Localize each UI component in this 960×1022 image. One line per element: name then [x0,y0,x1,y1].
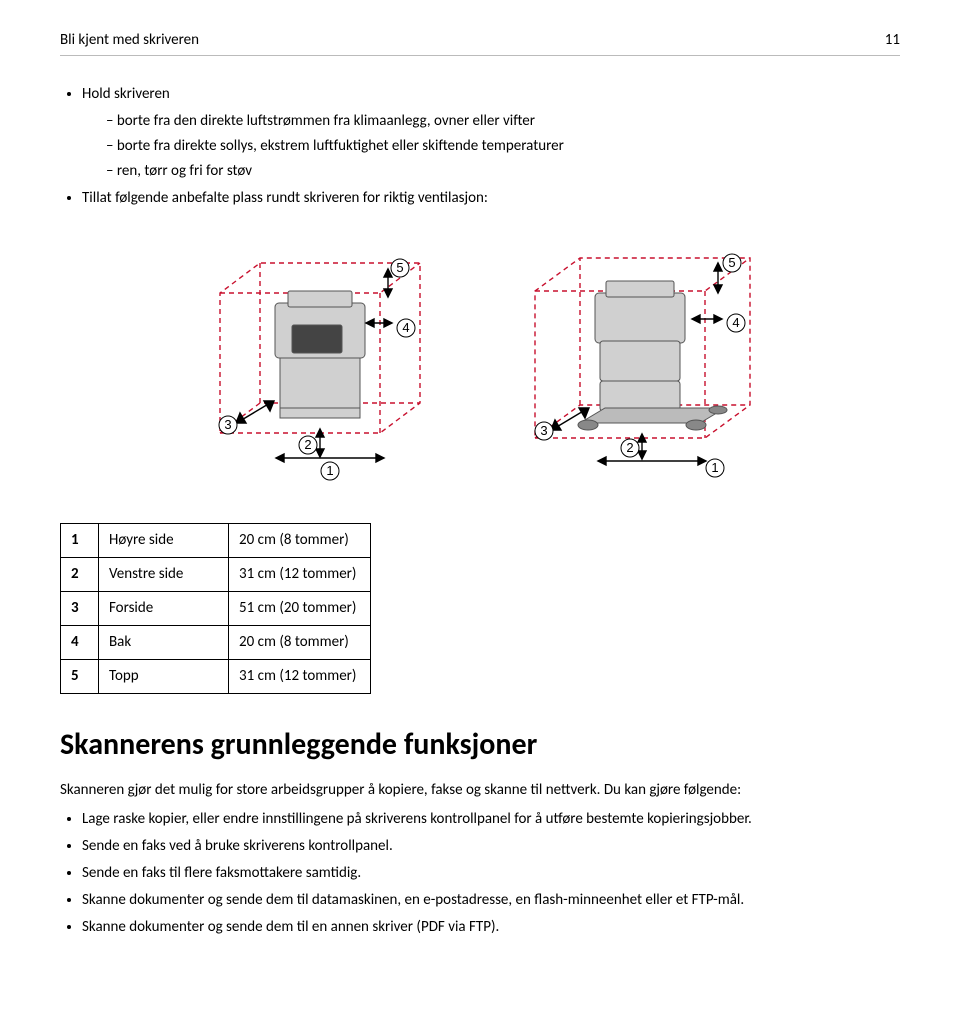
diagram-label-2b: 2 [626,440,633,455]
table-row: 5 Topp 31 cm (12 tommer) [61,660,371,694]
cell-val: 20 cm (8 tommer) [229,626,371,660]
diagram-label-2: 2 [304,437,311,452]
section-bullet: Sende en faks til flere faksmottakere sa… [82,863,900,884]
diagram-label-4b: 4 [732,315,739,330]
section-heading: Skannerens grunnleggende funksjoner [60,724,900,766]
table-row: 1 Høyre side 20 cm (8 tommer) [61,524,371,558]
cell-n: 4 [61,626,99,660]
table-row: 3 Forside 51 cm (20 tommer) [61,592,371,626]
intro-bullet-1: Hold skriveren borte fra den direkte luf… [82,84,900,182]
section-bullet: Lage raske kopier, eller endre innstilli… [82,809,900,830]
diagram-label-1b: 1 [711,460,718,475]
diagram-label-3b: 3 [540,423,547,438]
cell-side: Venstre side [99,558,229,592]
intro-dash-list: borte fra den direkte luftstrømmen fra k… [106,111,900,182]
table-row: 4 Bak 20 cm (8 tommer) [61,626,371,660]
page-header: Bli kjent med skriveren 11 [60,30,900,56]
intro-list: Hold skriveren borte fra den direkte luf… [82,84,900,209]
section-paragraph: Skanneren gjør det mulig for store arbei… [60,780,900,801]
diagram-label-1: 1 [326,463,333,478]
cell-n: 5 [61,660,99,694]
cell-side: Topp [99,660,229,694]
cell-val: 51 cm (20 tommer) [229,592,371,626]
intro-dash-2: borte fra direkte sollys, ekstrem luftfu… [106,136,900,157]
intro-dash-3: ren, tørr og fri for støv [106,161,900,182]
diagram-right: 5 4 3 2 1 [500,233,780,493]
cell-n: 3 [61,592,99,626]
table-row: 2 Venstre side 31 cm (12 tommer) [61,558,371,592]
cell-side: Bak [99,626,229,660]
clearance-diagram: 5 4 3 2 1 [60,233,900,493]
intro-bullet-2: Tillat følgende anbefalte plass rundt sk… [82,188,900,209]
cell-n: 1 [61,524,99,558]
diagram-label-4: 4 [402,320,409,335]
section-bullet: Sende en faks ved å bruke skriverens kon… [82,836,900,857]
diagram-left: 5 4 3 2 1 [180,233,460,493]
diagram-label-5: 5 [396,260,403,275]
cell-val: 31 cm (12 tommer) [229,660,371,694]
intro-bullet-1-text: Hold skriveren [82,85,170,103]
cell-side: Høyre side [99,524,229,558]
cell-side: Forside [99,592,229,626]
diagram-label-3: 3 [224,417,231,432]
section-bullet: Skanne dokumenter og sende dem til datam… [82,890,900,911]
cell-val: 31 cm (12 tommer) [229,558,371,592]
diagram-label-5b: 5 [728,255,735,270]
cell-val: 20 cm (8 tommer) [229,524,371,558]
clearance-table: 1 Høyre side 20 cm (8 tommer) 2 Venstre … [60,523,371,694]
header-page-number: 11 [885,30,900,51]
header-title: Bli kjent med skriveren [60,30,199,51]
intro-dash-1: borte fra den direkte luftstrømmen fra k… [106,111,900,132]
cell-n: 2 [61,558,99,592]
section-bullet-list: Lage raske kopier, eller endre innstilli… [82,809,900,938]
section-bullet: Skanne dokumenter og sende dem til en an… [82,917,900,938]
